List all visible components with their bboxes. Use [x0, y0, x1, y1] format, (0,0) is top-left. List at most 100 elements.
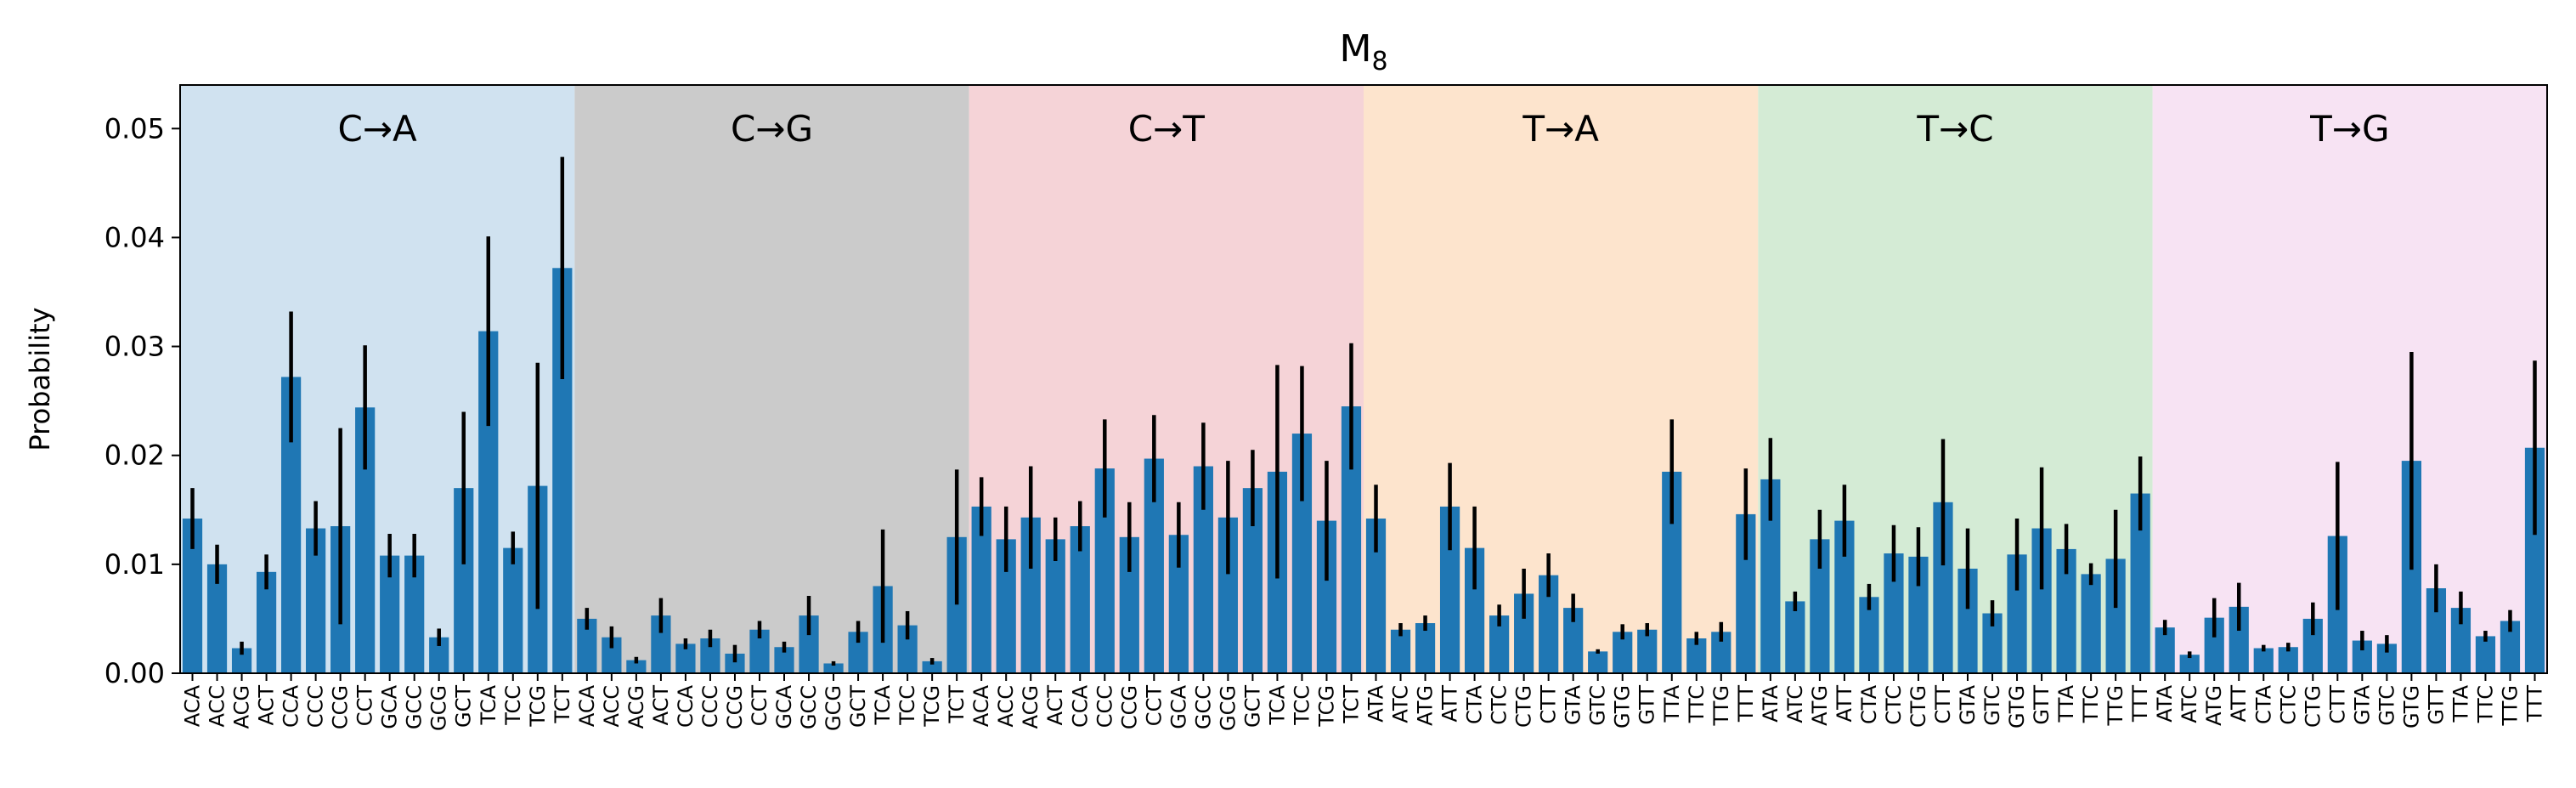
- bar: [1291, 434, 1313, 673]
- x-tick-label: CTT: [2325, 685, 2349, 724]
- x-tick-label: GCC: [403, 685, 427, 729]
- x-tick-label: ACC: [600, 685, 624, 728]
- bar: [1020, 517, 1041, 673]
- x-tick-label: ATA: [2153, 684, 2177, 722]
- x-tick-label: CTC: [1488, 685, 1511, 725]
- x-tick-label: CCA: [674, 684, 698, 728]
- x-tick-label: GCA: [772, 684, 796, 728]
- x-tick-label: ATG: [1808, 685, 1832, 726]
- bar: [2179, 655, 2200, 673]
- x-tick-label: CCG: [723, 685, 747, 729]
- x-tick-label: GCG: [822, 685, 845, 731]
- bar: [1365, 519, 1387, 673]
- bar: [1415, 623, 1436, 673]
- bar: [1785, 601, 1805, 673]
- bar: [2031, 528, 2052, 673]
- x-tick-label: GCA: [378, 684, 402, 728]
- bar: [922, 660, 942, 673]
- bar: [1464, 547, 1485, 673]
- x-tick-label: CTG: [1512, 685, 1536, 728]
- chart-title-main: M: [1339, 27, 1371, 71]
- bar: [602, 637, 622, 673]
- bar: [2500, 621, 2521, 673]
- group-background-2: [574, 85, 969, 673]
- x-tick-label: CTC: [2276, 685, 2300, 725]
- x-tick-label: CCC: [698, 685, 722, 728]
- bar: [1341, 406, 1362, 673]
- x-tick-label: TTC: [2473, 685, 2497, 723]
- bar: [2105, 558, 2126, 673]
- bar: [651, 615, 671, 673]
- group-label: T→C: [1916, 108, 1993, 150]
- x-tick-label: GCG: [1216, 685, 1240, 731]
- x-tick-label: GTA: [1562, 684, 1585, 725]
- x-tick-label: TTC: [2079, 685, 2103, 723]
- x-tick-label: ATC: [1389, 685, 1413, 723]
- bar: [1514, 593, 1534, 673]
- x-tick-label: TCC: [895, 685, 919, 726]
- bar: [1168, 535, 1189, 673]
- x-tick-label: CTT: [1931, 685, 1955, 724]
- bar: [1908, 556, 1929, 673]
- x-tick-label: ATT: [2227, 685, 2251, 723]
- x-tick-label: GCC: [797, 685, 821, 729]
- x-tick-label: TCA: [1265, 684, 1289, 725]
- bar: [2081, 574, 2101, 673]
- x-tick-label: CCA: [1068, 684, 1092, 728]
- x-tick-label: GCG: [427, 685, 451, 731]
- y-tick-label: 0.04: [105, 221, 165, 253]
- bar: [380, 555, 400, 673]
- x-tick-label: GTG: [1611, 685, 1635, 728]
- x-tick-label: ACC: [206, 685, 229, 728]
- bar: [1637, 629, 1658, 673]
- bar: [355, 407, 376, 673]
- x-tick-label: GTC: [1980, 685, 2004, 726]
- bar: [897, 625, 918, 673]
- bar: [774, 647, 794, 673]
- x-axis: ACA ACC ACG ACT CCA CCC CCG CCT GCA GCC GCG GCT TCA T…: [181, 673, 2546, 731]
- bar: [1489, 615, 1510, 673]
- x-tick-label: GCC: [1191, 685, 1215, 729]
- bar: [552, 268, 573, 673]
- chart-title: M8: [1339, 27, 1387, 77]
- x-tick-label: TTA: [2054, 684, 2078, 723]
- group-background-4: [1364, 85, 1759, 673]
- x-tick-label: CTA: [1463, 684, 1487, 724]
- bar: [2155, 627, 2175, 673]
- bar: [1662, 471, 1682, 673]
- x-tick-label: TTA: [1660, 684, 1684, 723]
- bar: [1242, 488, 1263, 673]
- x-tick-label: CCG: [1117, 685, 1141, 729]
- bar: [799, 615, 819, 673]
- x-tick-label: TTG: [2498, 685, 2522, 727]
- bar: [848, 632, 868, 673]
- bar: [1933, 502, 1953, 673]
- bar: [1736, 513, 1756, 673]
- bar: [2204, 617, 2224, 673]
- x-tick-label: TCC: [1290, 685, 1313, 726]
- x-tick-label: GTA: [1956, 684, 1980, 725]
- x-tick-label: GTG: [2005, 685, 2029, 728]
- bar: [2253, 648, 2274, 673]
- bar: [749, 629, 770, 673]
- y-tick-label: 0.03: [105, 331, 165, 363]
- bar: [2475, 636, 2496, 673]
- bar: [2007, 554, 2027, 673]
- x-tick-label: CTA: [2251, 684, 2275, 724]
- bar: [503, 547, 523, 673]
- x-tick-label: ATT: [1833, 685, 1856, 723]
- x-tick-label: TTT: [1734, 685, 1758, 723]
- x-tick-label: GCT: [846, 685, 870, 728]
- x-tick-label: ACT: [1043, 685, 1067, 726]
- bar: [1760, 479, 1781, 673]
- group-label: T→A: [1522, 108, 1599, 150]
- chart-title-subscript: 8: [1371, 47, 1387, 77]
- x-tick-label: GTG: [2399, 685, 2423, 728]
- bar: [306, 528, 326, 673]
- bar: [1884, 553, 1904, 673]
- bar: [231, 648, 252, 673]
- x-tick-label: CTG: [2301, 685, 2325, 728]
- x-tick-label: ACA: [575, 684, 599, 727]
- x-tick-label: TCA: [871, 684, 895, 725]
